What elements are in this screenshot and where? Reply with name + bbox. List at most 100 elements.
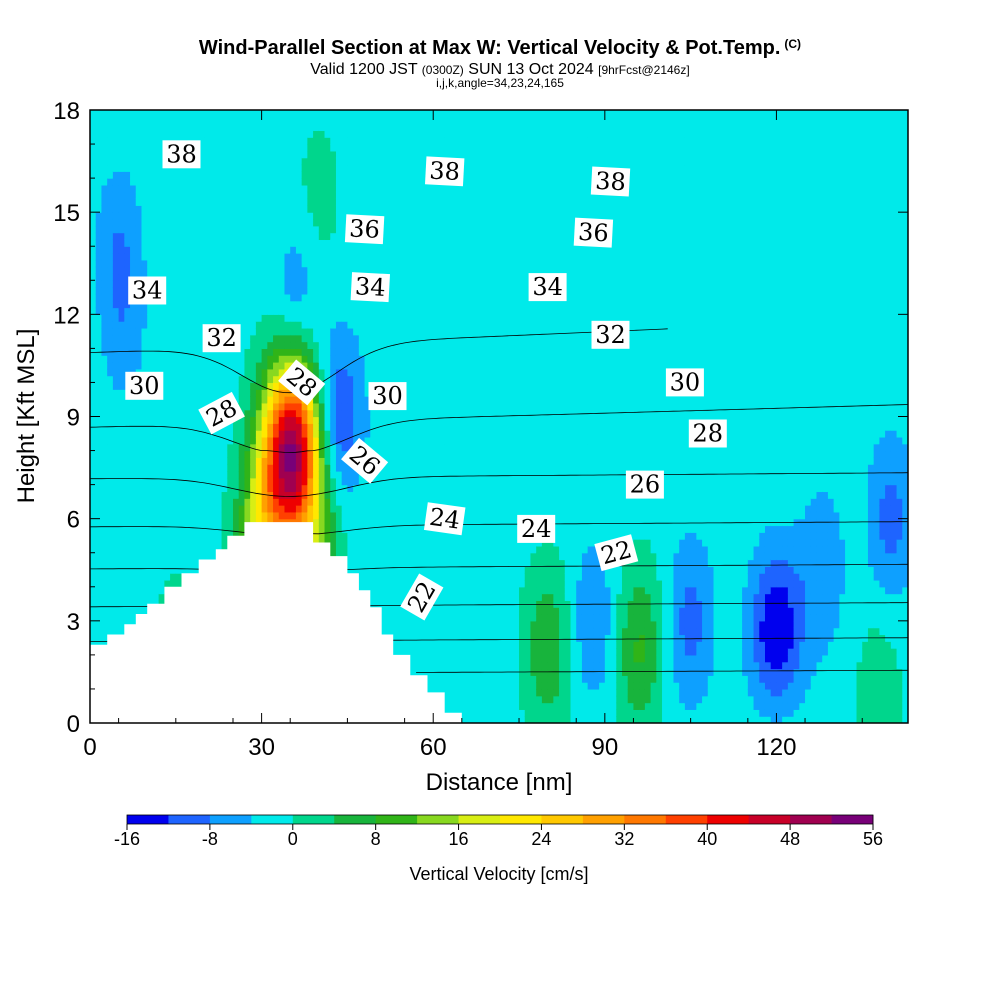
velocity-cell: [158, 450, 165, 458]
velocity-cell: [255, 246, 263, 254]
velocity-cell: [284, 164, 291, 172]
velocity-cell: [301, 321, 308, 329]
velocity-cell: [192, 566, 200, 574]
velocity-cell: [267, 341, 274, 349]
velocity-cell: [290, 287, 297, 295]
velocity-cell: [301, 218, 308, 227]
velocity-cell: [347, 300, 354, 309]
velocity-cell: [255, 341, 263, 349]
velocity-cell: [152, 157, 160, 166]
velocity-cell: [313, 464, 320, 472]
valid-date: SUN 13 Oct 2024: [468, 61, 594, 78]
velocity-cell: [244, 464, 251, 472]
velocity-cell: [101, 396, 108, 404]
velocity-cell: [221, 532, 228, 540]
velocity-cell: [341, 273, 349, 281]
velocity-cell: [238, 423, 246, 431]
velocity-cell: [318, 430, 326, 438]
velocity-cell: [387, 579, 394, 588]
velocity-cell: [112, 232, 120, 241]
velocity-cell: [181, 341, 188, 349]
velocity-cell: [170, 518, 177, 527]
velocity-cell: [147, 402, 154, 411]
velocity-cell: [318, 273, 326, 281]
velocity-cell: [215, 123, 223, 132]
velocity-cell: [250, 402, 257, 411]
velocity-cell: [141, 239, 148, 247]
velocity-cell: [90, 239, 97, 247]
velocity-cell: [210, 389, 217, 397]
velocity-cell: [318, 423, 326, 431]
velocity-cell: [313, 368, 320, 377]
velocity-cell: [381, 552, 389, 561]
velocity-cell: [347, 341, 354, 349]
velocity-cell: [318, 218, 326, 227]
velocity-cell: [221, 198, 228, 206]
velocity-cell: [90, 505, 97, 513]
velocity-cell: [278, 314, 286, 322]
velocity-cell: [364, 191, 371, 200]
velocity-cell: [273, 505, 280, 513]
velocity-cell: [107, 505, 114, 513]
velocity-cell: [215, 300, 223, 309]
velocity-cell: [158, 225, 165, 234]
velocity-cell: [192, 545, 200, 554]
velocity-cell: [233, 253, 240, 261]
velocity-cell: [261, 116, 268, 125]
velocity-cell: [347, 144, 354, 152]
velocity-cell: [255, 253, 263, 261]
velocity-cell: [192, 178, 200, 186]
velocity-cell: [147, 327, 154, 336]
velocity-cell: [364, 559, 371, 567]
velocity-cell: [198, 287, 206, 295]
velocity-cell: [393, 259, 400, 268]
velocity-cell: [141, 321, 148, 329]
velocity-cell: [353, 205, 360, 213]
velocity-cell: [170, 239, 177, 247]
velocity-cell: [170, 307, 177, 315]
velocity-cell: [261, 110, 268, 118]
velocity-cell: [170, 246, 177, 254]
velocity-cell: [370, 491, 377, 499]
velocity-cell: [353, 375, 360, 384]
velocity-cell: [227, 266, 234, 275]
velocity-cell: [198, 198, 206, 206]
velocity-cell: [250, 246, 257, 254]
velocity-cell: [204, 457, 211, 465]
velocity-cell: [130, 545, 137, 554]
velocity-cell: [215, 368, 223, 377]
velocity-cell: [112, 389, 120, 397]
velocity-cell: [210, 355, 217, 363]
velocity-cell: [164, 396, 171, 404]
velocity-cell: [347, 246, 354, 254]
velocity-cell: [233, 130, 240, 138]
velocity-cell: [301, 123, 308, 132]
velocity-cell: [313, 130, 320, 138]
velocity-cell: [295, 341, 303, 349]
velocity-cell: [90, 382, 97, 390]
velocity-cell: [101, 253, 108, 261]
velocity-cell: [221, 511, 228, 520]
velocity-cell: [244, 178, 251, 186]
velocity-cell: [273, 212, 280, 220]
velocity-cell: [198, 218, 206, 227]
velocity-cell: [198, 375, 206, 384]
velocity-cell: [301, 144, 308, 152]
velocity-cell: [95, 430, 103, 438]
velocity-cell: [112, 123, 120, 132]
velocity-cell: [318, 450, 326, 458]
velocity-cell: [198, 484, 206, 493]
velocity-cell: [101, 150, 108, 159]
velocity-cell: [295, 246, 303, 254]
velocity-cell: [404, 566, 411, 574]
velocity-cell: [370, 178, 377, 186]
velocity-cell: [244, 130, 251, 138]
velocity-cell: [164, 300, 171, 309]
velocity-cell: [221, 470, 228, 479]
velocity-cell: [158, 137, 165, 145]
velocity-cell: [101, 511, 108, 520]
velocity-cell: [198, 314, 206, 322]
velocity-cell: [261, 375, 268, 384]
velocity-cell: [358, 253, 366, 261]
velocity-cell: [181, 525, 188, 533]
